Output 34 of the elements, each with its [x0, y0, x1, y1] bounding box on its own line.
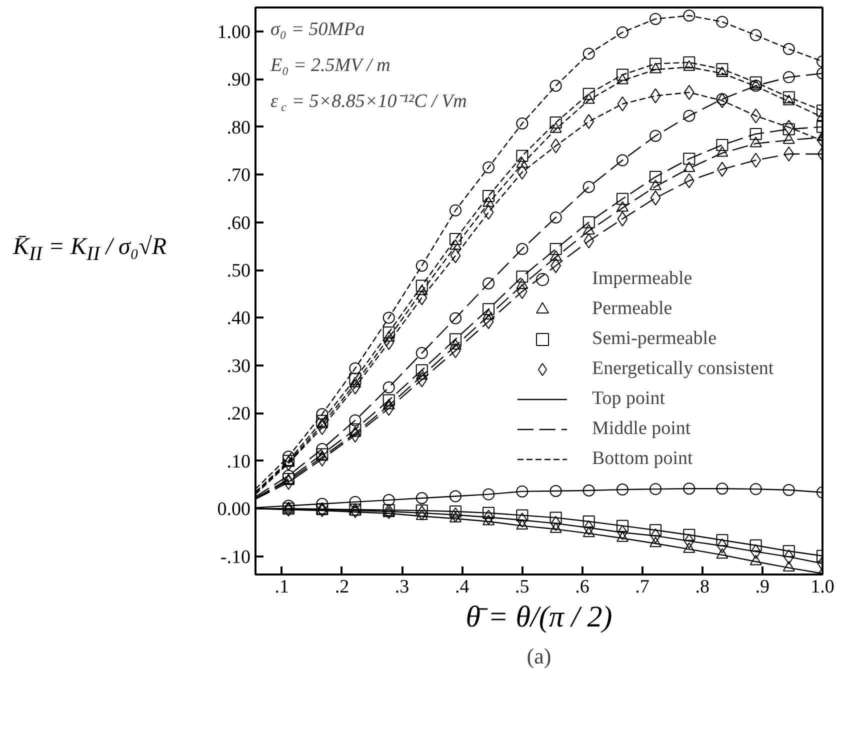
- y-axis-title: K̄$_{II}$ = K$_{II}$ / σ₀√R: [13, 233, 167, 267]
- y-tick-label: .30: [226, 356, 250, 377]
- x-tick-label: .1: [274, 576, 290, 598]
- y-tick-label: .80: [226, 117, 250, 138]
- x-tick-label: .6: [575, 576, 590, 598]
- y-tick-label: .50: [226, 260, 250, 282]
- x-tick-label: .5: [515, 576, 530, 598]
- x-tick-label: .7: [635, 576, 650, 598]
- y-tick-label: .10: [226, 451, 250, 472]
- legend-label: Top point: [592, 387, 666, 411]
- y-tick-label: 0.00: [217, 499, 250, 520]
- x-axis-title: θ̄ = θ/(π / 2): [466, 600, 612, 634]
- x-tick-label: 1.0: [810, 576, 834, 598]
- legend-label: Impermeable: [592, 267, 692, 291]
- text: (a): [526, 644, 552, 668]
- y-tick-label: .70: [226, 165, 250, 186]
- y-tick-label: .40: [226, 308, 250, 330]
- x-tick-label: .2: [334, 576, 350, 598]
- annotation: E₀ = 2.5MV / m: [270, 55, 390, 76]
- legend-label: Energetically consistent: [592, 357, 774, 381]
- x-tick-label: .3: [394, 576, 410, 598]
- legend-label: Bottom point: [592, 447, 693, 471]
- y-tick-label: .60: [226, 212, 250, 234]
- x-tick-label: .8: [695, 576, 710, 598]
- y-tick-label: .90: [226, 70, 250, 91]
- x-tick-label: .4: [454, 576, 470, 598]
- annotation: σ₀ = 50MPa: [270, 19, 365, 40]
- y-tick-label: -.10: [220, 546, 250, 568]
- x-tick-label: .9: [755, 576, 770, 598]
- legend-label: Semi-permeable: [592, 327, 717, 351]
- legend-label: Middle point: [592, 417, 691, 441]
- y-tick-label: .20: [226, 404, 250, 425]
- y-tick-label: 1.00: [217, 22, 250, 43]
- legend-label: Permeable: [592, 297, 672, 321]
